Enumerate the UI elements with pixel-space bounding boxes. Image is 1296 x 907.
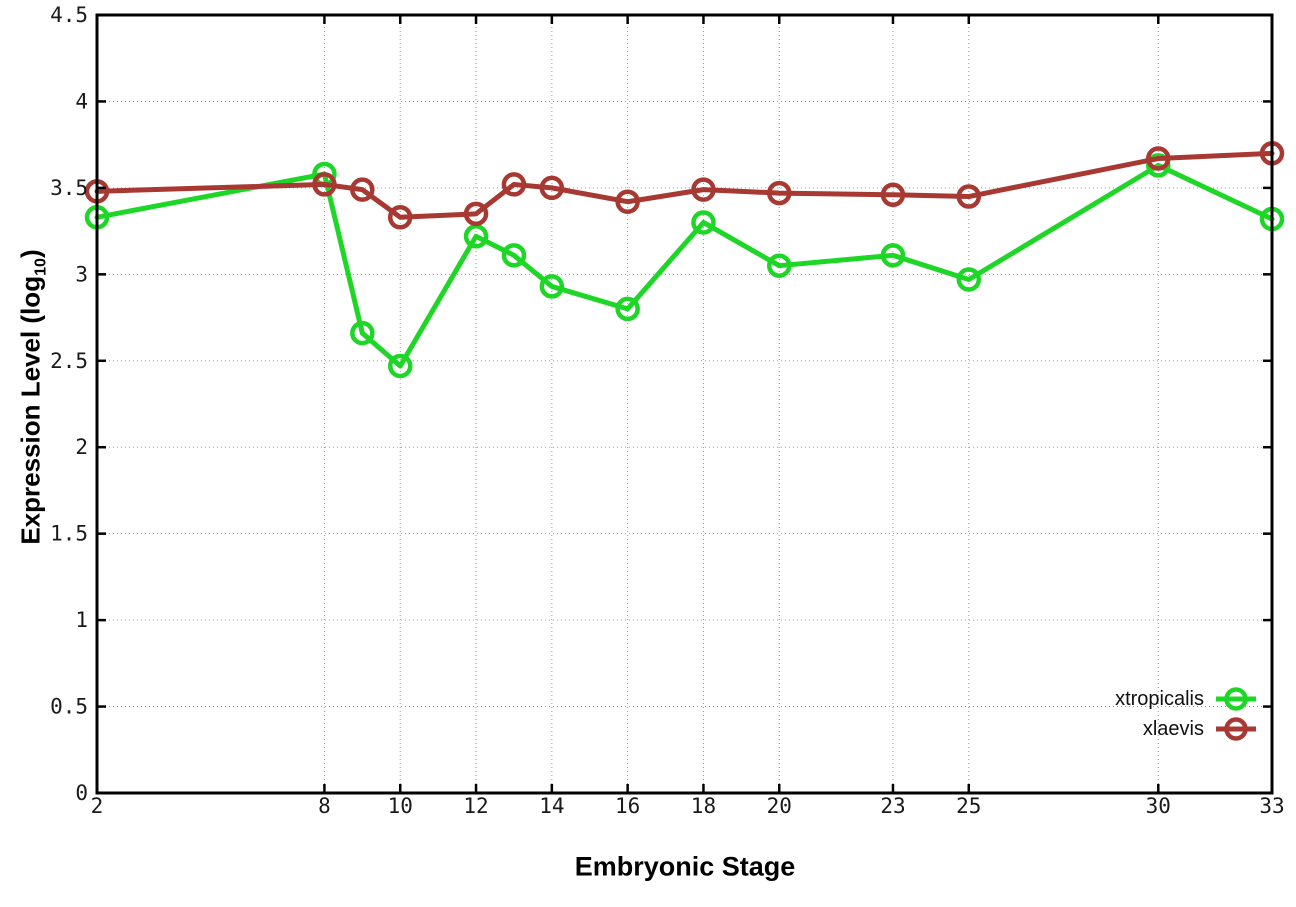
data-point-xlaevis-stage-25: [956, 184, 982, 209]
y-tick-label: 0: [75, 781, 88, 805]
data-point-xlaevis-stage-13: [501, 172, 527, 197]
y-tick-label: 2: [75, 435, 88, 459]
y-tick-label: 3.5: [50, 176, 88, 200]
y-tick-label: 1.5: [50, 522, 88, 546]
data-point-xtropicalis-stage-20: [767, 253, 792, 278]
legend-item-xlaevis: xlaevis: [1115, 716, 1258, 742]
y-axis-title-suffix: ): [15, 249, 46, 258]
series-line-xtropicalis: [94, 162, 1275, 369]
y-tick-label: 2.5: [50, 349, 88, 373]
x-tick-label: 33: [1259, 794, 1284, 818]
y-tick-label: 0.5: [50, 695, 88, 719]
x-tick-label: 23: [880, 794, 905, 818]
x-tick-label: 14: [539, 794, 564, 818]
data-point-xtropicalis-stage-23: [880, 243, 906, 268]
y-axis-title-subscript: 10: [31, 258, 50, 276]
x-tick-label: 16: [615, 794, 640, 818]
plot-border: [95, 13, 1274, 795]
data-point-xtropicalis-stage-12: [463, 224, 489, 249]
data-point-xtropicalis-stage-18: [691, 210, 716, 235]
x-tick-label: 2: [91, 794, 104, 818]
x-tick-label: 20: [767, 794, 792, 818]
data-point-xlaevis-stage-16: [615, 189, 640, 214]
x-tick-label: 12: [463, 794, 488, 818]
data-point-xlaevis-stage-9: [350, 177, 375, 202]
data-point-xlaevis-stage-18: [691, 177, 716, 202]
data-point-xtropicalis-stage-9: [350, 320, 375, 346]
y-tick-label: 4: [75, 89, 88, 113]
legend: xtropicalis xlaevis: [1115, 686, 1258, 742]
y-axis-title-text: Expression Level (log: [15, 275, 46, 545]
data-point-xtropicalis-stage-16: [615, 296, 640, 322]
data-point-xtropicalis-stage-25: [956, 267, 982, 292]
x-axis-title: Embryonic Stage: [574, 851, 796, 882]
y-axis-title: Expression Level (log10): [16, 249, 51, 544]
open-circle-line-marker-icon: [1216, 717, 1256, 741]
x-tick-label: 10: [388, 794, 413, 818]
data-point-xlaevis-stage-20: [767, 180, 792, 206]
data-point-xlaevis-stage-12: [463, 201, 489, 227]
data-point-xlaevis-stage-8: [312, 172, 337, 197]
y-tick-label: 1: [75, 608, 88, 632]
x-tick-label: 8: [318, 794, 331, 818]
legend-label-xtropicalis: xtropicalis: [1115, 687, 1204, 710]
data-point-xlaevis-stage-30: [1146, 146, 1171, 171]
series-line-xlaevis: [94, 150, 1275, 220]
x-tick-label: 18: [691, 794, 716, 818]
data-point-xtropicalis-stage-14: [539, 274, 565, 299]
y-tick-label: 4.5: [50, 3, 88, 27]
open-circle-line-marker-icon: [1216, 687, 1256, 711]
data-point-xlaevis-stage-10: [387, 205, 413, 230]
data-point-xtropicalis-stage-13: [501, 243, 527, 268]
x-tick-label: 25: [956, 794, 981, 818]
legend-item-xtropicalis: xtropicalis: [1115, 686, 1258, 712]
data-point-xlaevis-stage-14: [539, 175, 565, 201]
data-point-xlaevis-stage-23: [880, 182, 906, 208]
legend-label-xlaevis: xlaevis: [1142, 717, 1204, 740]
y-tick-label: 3: [75, 262, 88, 286]
x-tick-label: 30: [1146, 794, 1171, 818]
data-point-xtropicalis-stage-10: [387, 353, 413, 379]
